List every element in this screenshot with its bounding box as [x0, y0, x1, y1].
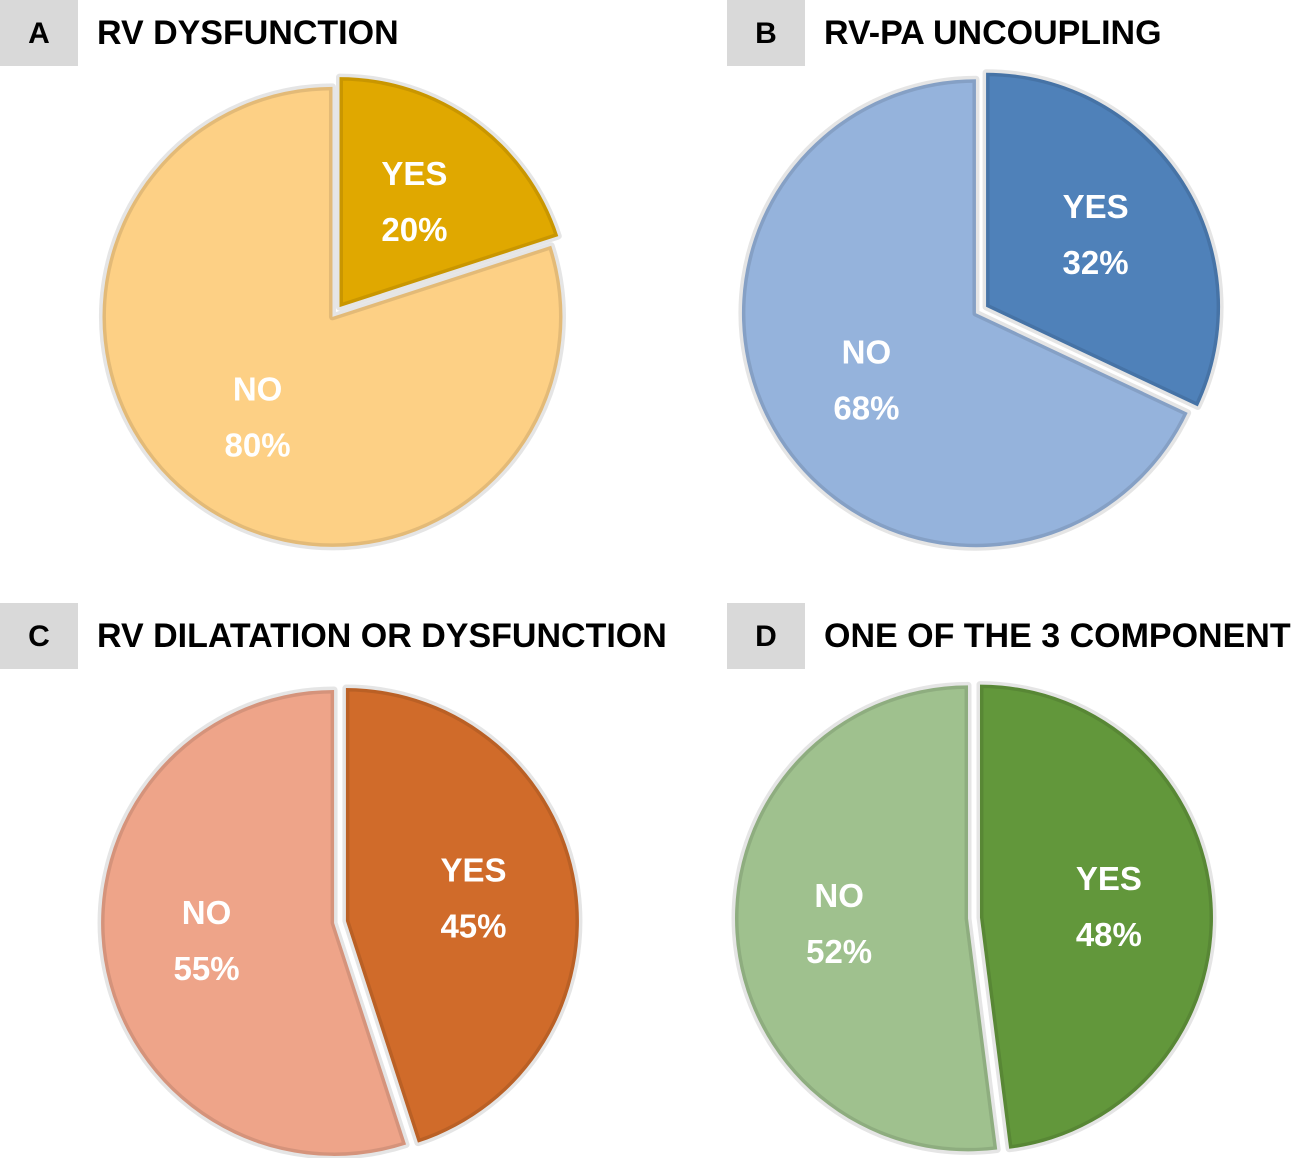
pie-slice [731, 681, 1001, 1155]
slice-category: NO [233, 371, 283, 408]
slice-category: NO [842, 333, 892, 370]
panel-letter: D [755, 620, 777, 653]
pie-slice [342, 684, 583, 1147]
slice-category: NO [814, 877, 864, 914]
pie-panel: A RV DYSFUNCTION YES 20% NO 80% [0, 0, 566, 551]
panel-letter: B [755, 17, 777, 50]
panel-title: RV DYSFUNCTION [97, 14, 399, 52]
pie-slice [97, 686, 410, 1158]
slice-value: 45% [440, 908, 506, 945]
slice-category: YES [381, 155, 447, 192]
slice-value: 52% [806, 933, 872, 970]
slice-category: YES [440, 852, 506, 889]
pie-slice [738, 75, 1192, 551]
panel-letter-box [727, 0, 805, 66]
panel-letter-box [727, 603, 805, 669]
slice-value: 80% [225, 427, 291, 464]
slice-value: 48% [1076, 916, 1142, 953]
pie-slice [976, 681, 1217, 1153]
slice-category: YES [1076, 860, 1142, 897]
slice-value: 55% [173, 950, 239, 987]
slice-value: 20% [381, 211, 447, 248]
panel-title: RV-PA UNCOUPLING [824, 14, 1162, 52]
pie-panel: C RV DILATATION OR DYSFUNCTION YES 45% NO 55% [0, 603, 667, 1158]
pie-slice [982, 69, 1224, 410]
pie-slice [98, 83, 566, 551]
panel-letter: A [28, 17, 50, 50]
pie-slice [336, 73, 562, 311]
slice-value: 68% [833, 389, 899, 426]
slice-value: 32% [1063, 244, 1129, 281]
slice-category: NO [182, 894, 232, 931]
panel-title: ONE OF THE 3 COMPONENT [824, 617, 1291, 655]
slice-category: YES [1063, 188, 1129, 225]
panel-letter-box [0, 603, 78, 669]
panel-letter: C [28, 620, 50, 653]
pie-panel: B RV-PA UNCOUPLING YES 32% NO 68% [727, 0, 1224, 551]
panel-letter-box [0, 0, 78, 66]
panel-title: RV DILATATION OR DYSFUNCTION [97, 617, 667, 655]
pie-panel: D ONE OF THE 3 COMPONENT YES 48% NO 52% [727, 603, 1291, 1155]
